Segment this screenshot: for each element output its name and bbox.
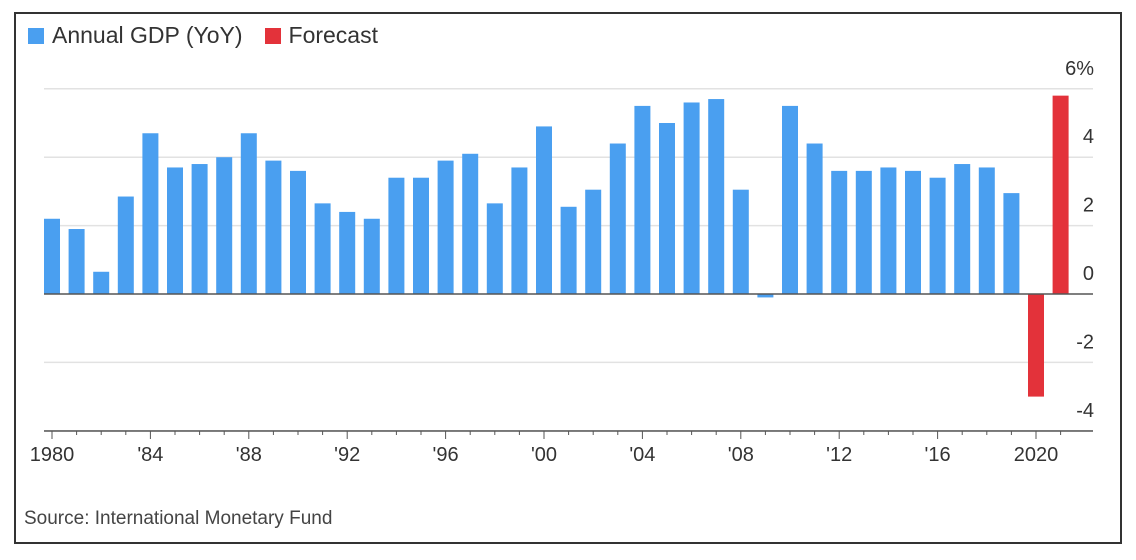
gdp-bar: [388, 177, 405, 294]
gdp-bar: [585, 189, 602, 294]
gdp-bar: [93, 271, 110, 294]
gdp-bar: [929, 177, 946, 294]
gdp-bar: [757, 294, 774, 298]
legend: Annual GDP (YoY) Forecast: [28, 22, 400, 49]
gdp-bar: [708, 99, 725, 294]
gdp-bar: [44, 218, 60, 294]
gdp-bar: [437, 160, 454, 294]
gdp-bar: [806, 143, 823, 294]
gdp-bar: [191, 164, 208, 294]
gdp-bar: [167, 167, 183, 294]
y-tick-label: -2: [1076, 331, 1094, 353]
gdp-bar: [486, 203, 503, 294]
gdp-bar: [683, 102, 700, 294]
gdp-bar: [609, 143, 626, 294]
source-note: Source: International Monetary Fund: [24, 508, 333, 529]
gdp-bar: [511, 167, 528, 294]
gdp-bar: [462, 153, 479, 294]
legend-label-gdp: Annual GDP (YoY): [52, 22, 243, 48]
legend-item-forecast: Forecast: [264, 22, 378, 49]
gdp-bar: [634, 105, 651, 295]
gdp-bar: [290, 170, 306, 294]
y-tick-label: -4: [1076, 400, 1094, 422]
x-tick-label: 1980: [30, 444, 75, 466]
legend-swatch-forecast: [264, 27, 281, 44]
gdp-bar: [880, 167, 897, 294]
gdp-bar: [413, 177, 429, 294]
gdp-bar: [560, 206, 577, 294]
x-tick-label: '16: [925, 444, 951, 466]
y-tick-label: 6%: [1065, 58, 1094, 80]
y-tick-label: 0: [1083, 263, 1094, 285]
x-tick-label: '84: [137, 444, 163, 466]
y-tick-label: 2: [1083, 195, 1094, 217]
gdp-bar: [831, 170, 848, 294]
x-tick-label: '00: [531, 444, 557, 466]
gdp-bar: [363, 218, 380, 294]
gdp-bar: [659, 123, 675, 294]
legend-swatch-gdp: [28, 27, 44, 44]
y-tick-label: 4: [1083, 126, 1094, 148]
gdp-bar: [142, 133, 159, 294]
x-tick-label: '12: [826, 444, 852, 466]
legend-label-forecast: Forecast: [288, 22, 378, 48]
gdp-bar: [732, 189, 749, 294]
forecast-bar: [1052, 95, 1069, 294]
gdp-bar: [265, 160, 282, 294]
gdp-bar: [68, 229, 85, 294]
gdp-bar: [782, 105, 798, 295]
x-tick-label: '96: [433, 444, 459, 466]
x-tick-label: '88: [236, 444, 262, 466]
x-tick-label: '04: [629, 444, 655, 466]
gdp-bar: [536, 126, 552, 294]
gdp-bar: [1003, 193, 1020, 294]
x-tick-label: '92: [334, 444, 360, 466]
gdp-bar: [240, 133, 257, 294]
gdp-bar: [954, 164, 971, 294]
x-tick-label: 2020: [1014, 444, 1059, 466]
gdp-bar: [216, 157, 233, 294]
gdp-bar: [978, 167, 995, 294]
gdp-bar: [905, 170, 921, 294]
forecast-bar: [1028, 294, 1044, 397]
x-tick-label: '08: [728, 444, 754, 466]
gdp-bar: [314, 203, 331, 294]
legend-item-gdp: Annual GDP (YoY): [28, 22, 243, 49]
gdp-bar: [117, 196, 134, 294]
gdp-bar: [855, 170, 872, 294]
gdp-bar: [339, 211, 356, 294]
